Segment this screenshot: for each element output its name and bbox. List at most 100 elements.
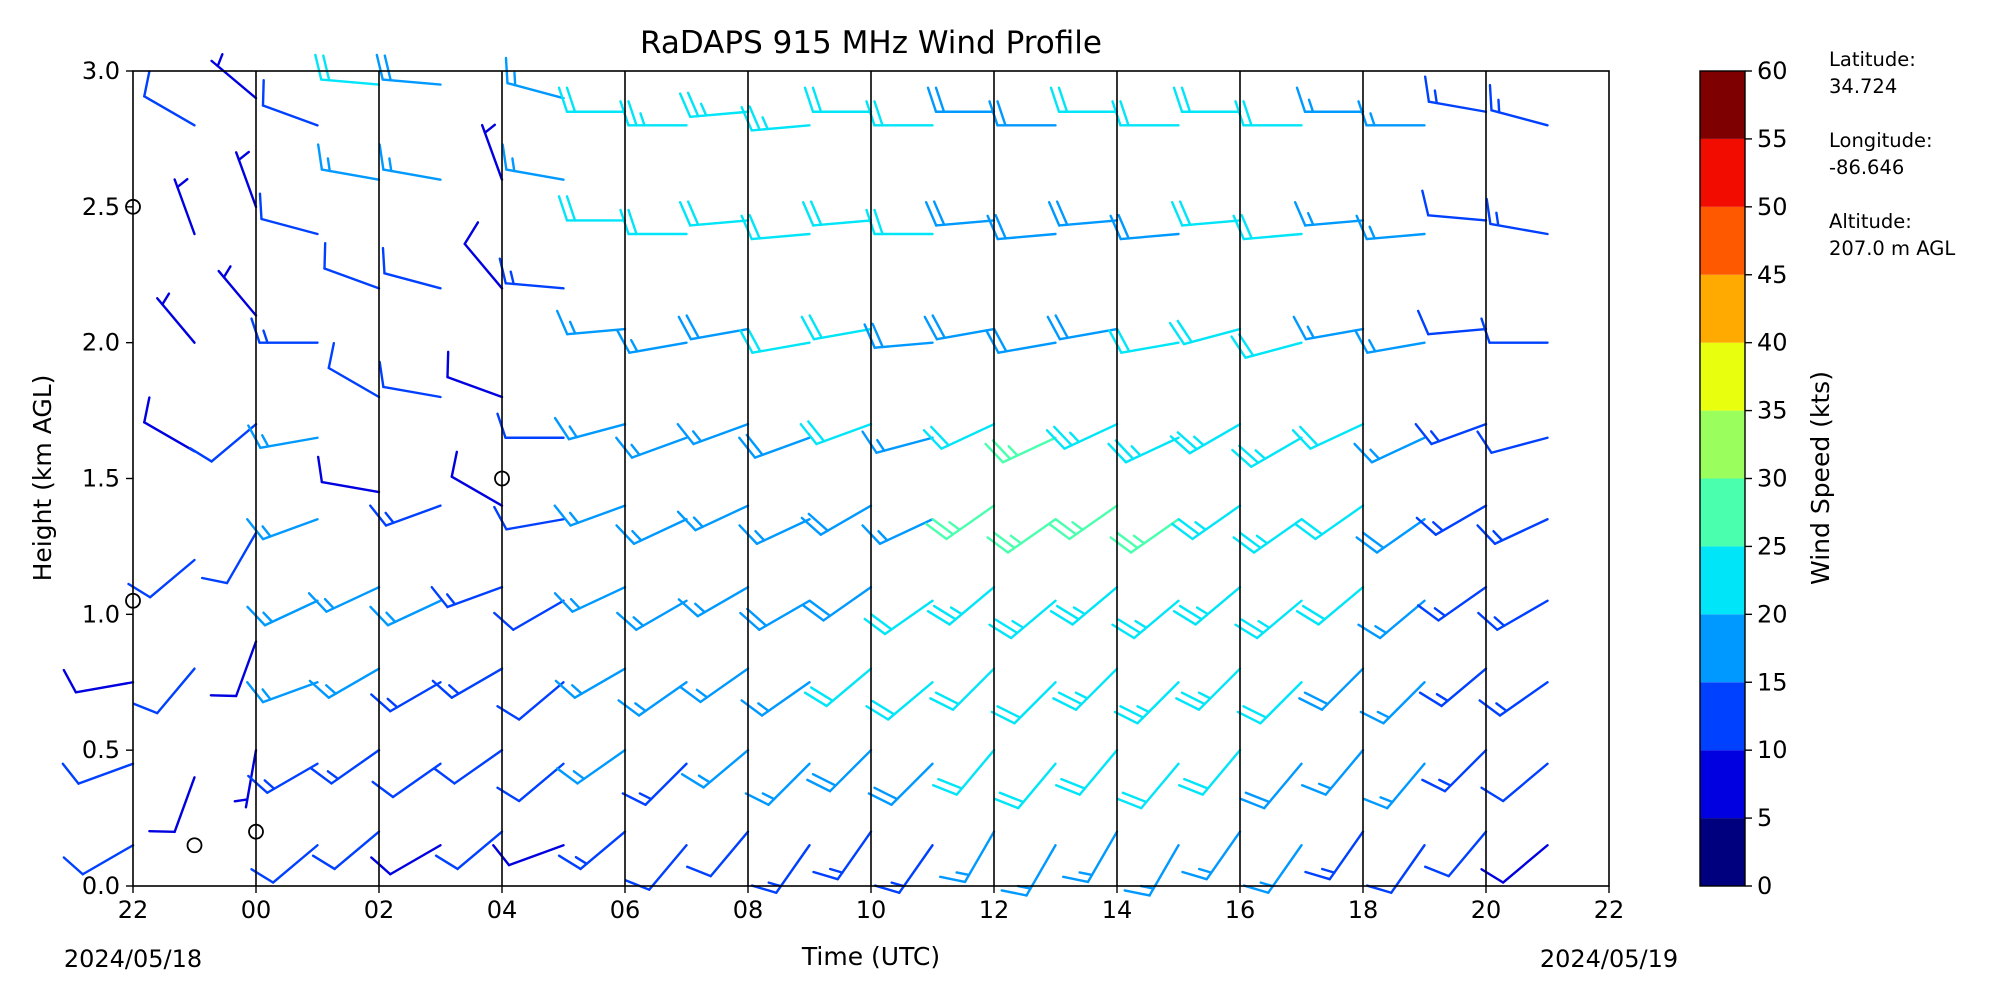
x-tick-label: 08 [733,896,764,924]
barb-feather [1000,889,1028,897]
wind-barb [861,518,934,545]
wind-barb [375,53,442,86]
barb-feather [931,784,958,796]
barb-staff [1366,341,1426,354]
barb-feather [375,53,384,81]
barb-feather [676,510,697,532]
wind-barb [1298,667,1365,711]
barb-feather [932,200,946,226]
wind-barb [677,585,750,618]
barb-feather [1183,777,1210,790]
wind-barb [685,830,750,878]
barb-staff [517,681,565,721]
barb-feather [261,79,265,107]
barb-feather [926,610,951,626]
barb-feather [738,436,757,459]
wind-barb [924,504,996,541]
wind-barb [1353,436,1426,464]
barb-feather [1177,784,1204,796]
barb-staff [648,844,688,891]
barb-half-feather [216,53,224,68]
barb-staff [225,531,258,585]
wind-barb [493,599,565,631]
wind-barb [1304,830,1365,881]
barb-feather [553,504,572,527]
barb-staff [173,178,196,236]
barb-half-feather [638,792,653,801]
barb-feather [1060,777,1087,790]
barb-half-feather [1007,445,1019,457]
wind-barb [246,518,319,541]
barb-staff [1181,219,1242,227]
barb-half-feather [1493,616,1506,627]
barb-feather [1053,425,1073,447]
barb-staff [320,480,381,494]
barb-feather [132,702,159,715]
wind-barb [1232,213,1303,241]
barb-staff [1136,681,1180,725]
wind-barb [1113,681,1180,725]
wind-barb [1234,599,1303,640]
barb-staff [382,385,442,399]
barb-half-feather [634,702,647,713]
barb-staff [815,422,873,446]
barb-half-feather [692,516,704,528]
wind-barb [369,599,442,627]
barb-feather [867,792,893,806]
wind-barb [1239,762,1303,810]
barb-half-feather [1306,325,1315,339]
wind-barb [799,420,873,446]
barb-half-feather [828,867,844,874]
wind-barb [1480,317,1549,344]
barb-feather [492,844,511,867]
barb-staff [381,78,442,86]
barb-staff [758,599,811,631]
barb-half-feather [568,320,577,335]
barb-staff [996,232,1057,241]
barb-half-feather [1497,98,1501,114]
barb-feather [748,213,761,240]
barb-half-feather [326,770,340,781]
barb-feather [143,70,151,98]
barb-feather [1168,321,1186,346]
barb-half-feather [511,157,516,173]
barb-feather [739,611,761,631]
wind-barb [188,422,258,463]
barb-feather [812,870,839,881]
wind-barb [984,436,1057,464]
barb-half-feather [1492,529,1504,542]
barb-feather [808,599,832,618]
wind-barb [307,585,381,613]
barb-half-feather [1368,225,1376,240]
wind-barb [738,518,811,545]
wind-barb [1169,422,1242,455]
colorbar-segment [1700,274,1745,343]
barb-staff [1447,830,1488,878]
barb-feather [873,208,884,236]
wind-barb [619,100,688,127]
barb-staff [1263,762,1303,810]
barb-feather [1121,791,1148,804]
wind-barb [740,681,811,717]
wind-barb [801,200,873,227]
barb-feather [924,522,948,541]
barb-feather [1109,214,1122,241]
barb-feather [615,436,634,459]
barb-feather [311,854,336,871]
barb-feather [931,314,946,339]
barb-feather [1480,868,1505,884]
barb-feather [748,105,761,131]
barb-staff [446,585,504,609]
barb-feather [557,195,569,222]
barb-staff [940,422,996,450]
barb-feather [1114,439,1135,461]
barb-staff [325,585,381,613]
barb-feather [747,327,762,353]
barb-feather [1238,444,1260,464]
longitude-value: -86.646 [1829,156,1904,179]
barb-half-feather [632,616,645,627]
barb-staff [1490,109,1549,127]
barb-staff [260,217,319,236]
barb-staff [271,844,319,884]
barb-feather [863,323,876,349]
